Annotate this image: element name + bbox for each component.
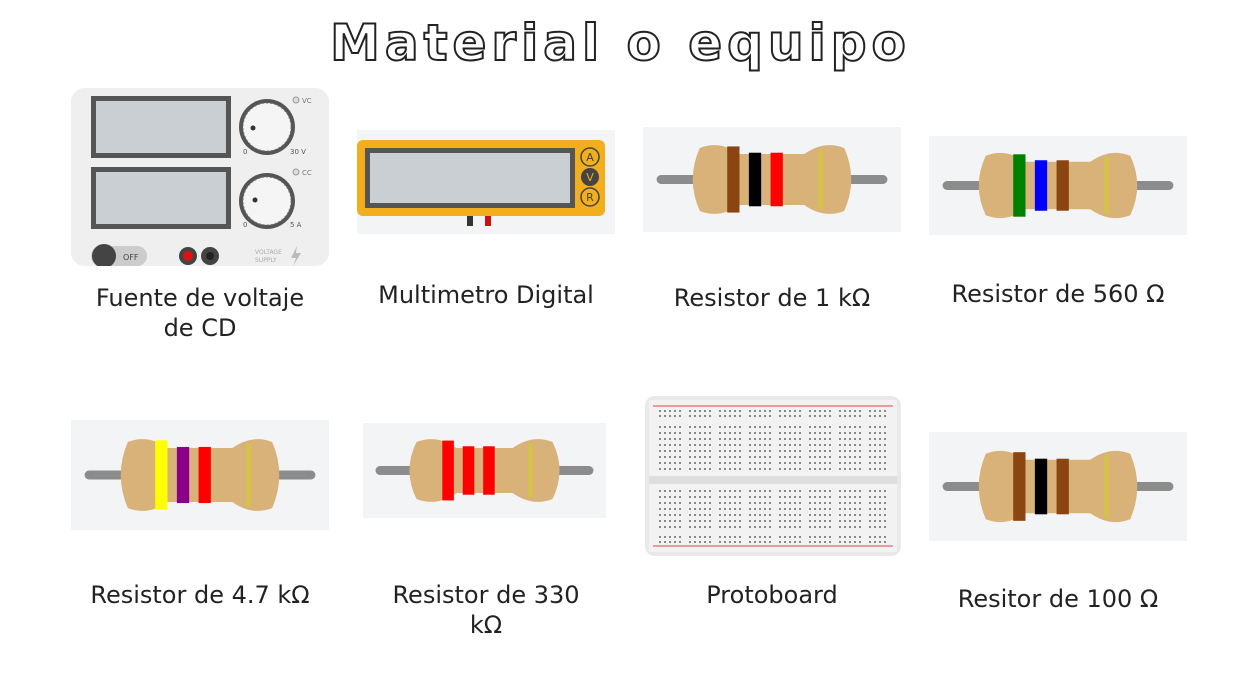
multimeter-image: A V R bbox=[357, 130, 615, 234]
svg-text:V: V bbox=[586, 171, 594, 184]
item-label-resistor-1k: Resistor de 1 kΩ bbox=[673, 284, 871, 312]
svg-text:0: 0 bbox=[243, 221, 247, 229]
svg-text:5 A: 5 A bbox=[290, 221, 302, 229]
resistor-1k-image bbox=[643, 127, 901, 232]
item-label-resistor-4-7k: Resistor de 4.7 kΩ bbox=[90, 581, 310, 609]
resistor-band-gold bbox=[818, 149, 824, 210]
svg-text:R: R bbox=[586, 191, 594, 204]
resistor-4-7k-image bbox=[71, 420, 329, 530]
resistor-band-violet bbox=[176, 446, 190, 504]
item-label-resistor-330k: Resistor de 330 kΩ bbox=[392, 581, 580, 639]
resistor-band-red bbox=[770, 152, 783, 207]
resistor-band-red bbox=[442, 440, 454, 501]
power-supply-image: VC CC 0 30 V 0 5 A OFF VOLTAGE SUPPLY bbox=[71, 88, 329, 266]
resistor-band-brown bbox=[1013, 452, 1026, 521]
svg-text:VC: VC bbox=[302, 97, 312, 105]
resistor-band-gold bbox=[1104, 157, 1110, 214]
resistor-330k-image bbox=[363, 423, 606, 518]
page-title: Material o equipo bbox=[329, 13, 911, 73]
item-label-multimeter: Multimetro Digital bbox=[378, 281, 594, 309]
resistor-band-gold bbox=[1104, 455, 1110, 518]
resistor-band-blue bbox=[1034, 160, 1048, 211]
resistor-band-gold bbox=[528, 443, 533, 498]
protoboard-image bbox=[645, 396, 901, 556]
resistor-band-green bbox=[1013, 154, 1026, 217]
svg-text:0: 0 bbox=[243, 148, 247, 156]
svg-text:VOLTAGE: VOLTAGE bbox=[255, 249, 282, 256]
resistor-band-red bbox=[483, 446, 495, 495]
svg-text:A: A bbox=[586, 151, 594, 164]
resistor-100-image bbox=[929, 432, 1187, 541]
resistor-560-image bbox=[929, 136, 1187, 235]
resistor-band-yellow bbox=[155, 440, 168, 510]
resistor-band-black bbox=[748, 152, 762, 207]
svg-text:30 V: 30 V bbox=[290, 148, 306, 156]
svg-text:OFF: OFF bbox=[123, 253, 139, 262]
item-label-resistor-560: Resistor de 560 Ω bbox=[951, 280, 1165, 308]
svg-text:SUPPLY: SUPPLY bbox=[255, 257, 277, 264]
resistor-band-red bbox=[462, 446, 475, 495]
resistor-band-red bbox=[198, 446, 211, 504]
item-label-power-supply: Fuente de voltaje de CD bbox=[95, 284, 305, 342]
item-label-protoboard: Protoboard bbox=[706, 581, 838, 609]
resistor-band-brown bbox=[1056, 160, 1069, 211]
resistor-band-gold bbox=[246, 443, 252, 507]
resistor-band-brown bbox=[1056, 458, 1069, 515]
resistor-band-brown bbox=[727, 146, 740, 213]
item-label-resistor-100: Resitor de 100 Ω bbox=[957, 585, 1159, 613]
resistor-band-black bbox=[1034, 458, 1048, 515]
svg-text:CC: CC bbox=[302, 169, 312, 177]
